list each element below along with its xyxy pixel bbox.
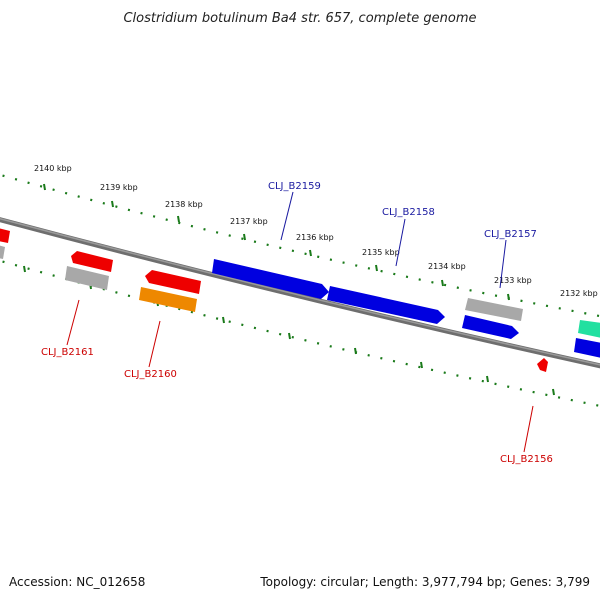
inner-tick [288, 332, 291, 340]
scale-label-2137: 2137 kbp [230, 217, 268, 226]
scale-label-2140: 2140 kbp [34, 164, 72, 173]
gene-arrow-CLJ_B2159[interactable] [212, 259, 329, 299]
outer-scale-ring [0, 173, 600, 318]
gene-arrow-teal-edge[interactable] [578, 320, 600, 338]
inner-tick [23, 265, 26, 273]
scale-tick-2135 [375, 264, 378, 272]
gene-arrow-gray-left-edge[interactable] [0, 245, 5, 259]
scale-label-2138: 2138 kbp [165, 200, 203, 209]
inner-tick [420, 361, 423, 369]
inner-tick [486, 375, 489, 383]
gene-label-CLJ_B2158[interactable]: CLJ_B2158 [382, 207, 435, 218]
scale-tick-2138 [177, 215, 180, 223]
genome-summary-text: Topology: circular; Length: 3,977,794 bp… [259, 575, 590, 589]
gene-arrow-red-2162[interactable] [71, 251, 113, 272]
leader-CLJ_B2160 [148, 320, 161, 368]
scale-label-2139: 2139 kbp [100, 183, 138, 192]
scale-tick-2134 [441, 279, 444, 287]
leader-CLJ_B2158 [395, 218, 406, 267]
scale-tick-2139 [111, 200, 114, 208]
gene-labels: CLJ_B2159 CLJ_B2158 CLJ_B2157 CLJ_B2161 … [41, 181, 553, 465]
scale-label-2136: 2136 kbp [296, 233, 334, 242]
gene-arrow-CLJ_B2161[interactable] [65, 266, 109, 290]
gene-arrow-CLJ_B2160[interactable] [139, 287, 197, 312]
scale-label-2135: 2135 kbp [362, 248, 400, 257]
forward-strand-features [0, 228, 600, 358]
label-leaders [66, 191, 534, 453]
inner-tick [222, 316, 225, 324]
gene-arrow-CLJ_B2158[interactable] [327, 286, 445, 324]
genome-backbone-highlight [0, 217, 600, 366]
scale-tick-2133 [507, 293, 510, 301]
scale-tick-2137 [243, 233, 246, 241]
leader-CLJ_B2157 [499, 239, 507, 289]
inner-tick [354, 347, 357, 355]
reverse-strand-features [65, 251, 548, 372]
genome-backbone [0, 217, 600, 369]
gene-label-CLJ_B2157[interactable]: CLJ_B2157 [484, 229, 537, 240]
gene-arrow-red-2160b[interactable] [145, 270, 201, 294]
inner-tick [552, 388, 555, 396]
gene-arrow-CLJ_B2157[interactable] [462, 315, 519, 339]
scale-labels: 2140 kbp 2139 kbp 2138 kbp 2137 kbp 2136… [34, 164, 598, 298]
scale-tick-2136 [309, 249, 312, 257]
gene-label-CLJ_B2156[interactable]: CLJ_B2156 [500, 454, 553, 465]
gene-arrow-red-left-edge[interactable] [0, 228, 10, 243]
scale-tick-2140 [43, 183, 46, 191]
gene-label-CLJ_B2160[interactable]: CLJ_B2160 [124, 369, 177, 380]
scale-label-2134: 2134 kbp [428, 262, 466, 271]
gene-arrow-gray-fwd[interactable] [465, 298, 523, 321]
gene-arrow-blue-edge[interactable] [574, 338, 600, 358]
scale-label-2132: 2132 kbp [560, 289, 598, 298]
leader-CLJ_B2161 [66, 299, 80, 346]
leader-CLJ_B2156 [523, 405, 534, 453]
gene-label-CLJ_B2159[interactable]: CLJ_B2159 [268, 181, 321, 192]
gene-label-CLJ_B2161[interactable]: CLJ_B2161 [41, 347, 94, 358]
gene-arrow-CLJ_B2156[interactable] [537, 358, 548, 372]
leader-CLJ_B2159 [280, 191, 294, 241]
map-title: Clostridium botulinum Ba4 str. 657, comp… [123, 11, 476, 26]
inner-scale-ring [0, 259, 600, 408]
accession-text: Accession: NC_012658 [9, 575, 145, 589]
scale-label-2133: 2133 kbp [494, 276, 532, 285]
